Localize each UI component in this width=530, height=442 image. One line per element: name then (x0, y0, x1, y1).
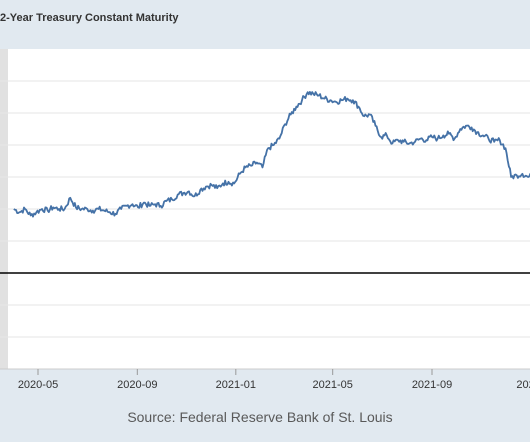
plot-area (0, 49, 530, 370)
x-tick-label-1: 2020-09 (117, 379, 157, 391)
chart-title: 2-Year Treasury Constant Maturity (0, 12, 179, 24)
x-tick-label-2: 2021-01 (216, 379, 256, 391)
x-tick-label-4: 2021-09 (412, 379, 452, 391)
source-note: Source: Federal Reserve Bank of St. Loui… (0, 409, 520, 425)
x-tick-layer: 2020-05 2020-09 2021-01 2021-05 2021-09 2021- (18, 369, 530, 391)
chart-title-text: 2-Year Treasury Constant Maturity (0, 12, 179, 24)
x-tick-label-5: 2021- (516, 379, 530, 391)
x-tick-label-0: 2020-05 (18, 379, 58, 391)
x-tick-label-3: 2021-05 (313, 379, 353, 391)
series-layer (13, 91, 530, 218)
source-text: Source: Federal Reserve Bank of St. Loui… (127, 409, 393, 425)
series-line-0 (13, 91, 530, 218)
